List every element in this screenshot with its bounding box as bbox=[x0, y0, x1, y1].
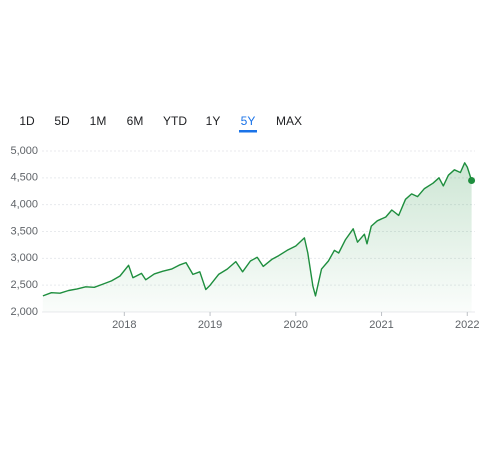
y-tick-label: 3,000 bbox=[10, 252, 38, 264]
selected-tab-underline bbox=[239, 130, 257, 133]
y-tick-label: 2,000 bbox=[10, 306, 38, 318]
x-tick-label: 2020 bbox=[284, 319, 308, 331]
price-line bbox=[42, 162, 473, 297]
range-tab[interactable]: 1M bbox=[90, 114, 107, 128]
x-tick-label: 2021 bbox=[369, 319, 393, 331]
last-point bbox=[468, 177, 476, 185]
range-tab[interactable]: YTD bbox=[163, 114, 187, 128]
range-tab[interactable]: MAX bbox=[276, 114, 302, 128]
area-fill bbox=[42, 162, 472, 312]
y-tick-label: 2,500 bbox=[10, 279, 38, 291]
range-tab[interactable]: 1D bbox=[19, 114, 35, 128]
y-tick-label: 4,000 bbox=[10, 199, 38, 211]
range-tab[interactable]: 6M bbox=[127, 114, 144, 128]
x-tick-label: 2019 bbox=[198, 319, 222, 331]
range-tab[interactable]: 5D bbox=[54, 114, 70, 128]
x-tick-label: 2022 bbox=[455, 319, 479, 331]
x-tick-label: 2018 bbox=[112, 319, 136, 331]
range-tab[interactable]: 5Y bbox=[241, 114, 256, 128]
range-tab[interactable]: 1Y bbox=[206, 114, 221, 128]
y-tick-label: 3,500 bbox=[10, 225, 38, 237]
y-tick-label: 5,000 bbox=[10, 145, 38, 157]
y-tick-label: 4,500 bbox=[10, 172, 38, 184]
